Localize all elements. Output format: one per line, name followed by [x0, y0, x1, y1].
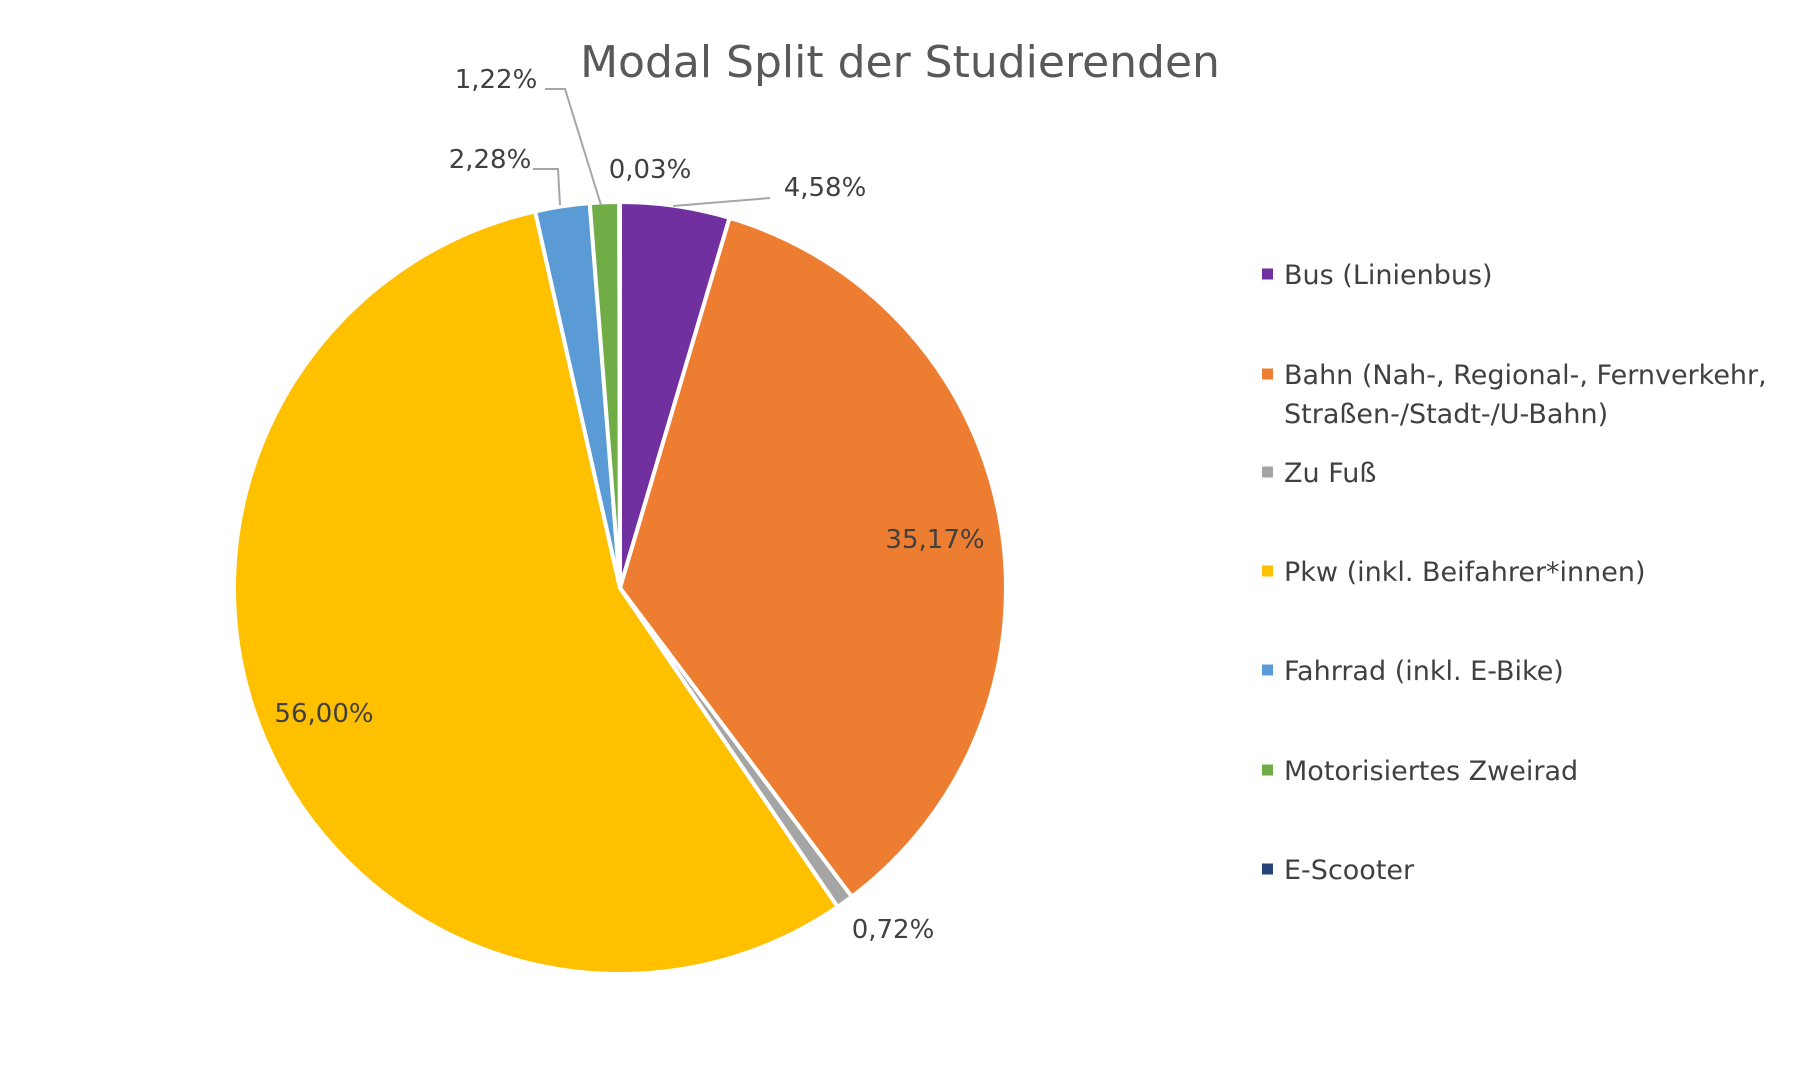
legend-item-e-scooter: E-Scooter — [1262, 855, 1415, 886]
legend-swatch — [1262, 664, 1273, 676]
data-label-pkw-inkl-beifahrer-innen: 56,00% — [274, 699, 373, 729]
leader-line-fahrrad-inkl-e-bike — [533, 168, 561, 206]
legend: Bus (Linienbus) Bahn (Nah-, Regional-, Fe… — [1262, 260, 1767, 886]
legend-swatch — [1262, 863, 1273, 875]
legend-label: Straßen-/Stadt-/U-Bahn) — [1284, 399, 1608, 430]
pie-slices — [232, 200, 1008, 976]
legend-item-zu-fu: Zu Fuß — [1262, 458, 1376, 489]
leader-line-bus-linienbus — [672, 197, 771, 207]
data-labels: 4,58% 35,17% 0,72% 56,00% 2,28% 1,22% 0,03% — [274, 65, 984, 945]
legend-label: Fahrrad (inkl. E-Bike) — [1284, 656, 1564, 687]
legend-label: Zu Fuß — [1284, 458, 1376, 489]
data-label-motorisiertes-zweirad: 1,22% — [455, 65, 538, 95]
legend-item-pkw-inkl-beifahrer-innen: Pkw (inkl. Beifahrer*innen) — [1262, 557, 1646, 588]
legend-label: Bus (Linienbus) — [1284, 260, 1493, 291]
legend-swatch — [1262, 764, 1273, 776]
pie-slice-bahn-nah-regional-fernverkehr-stra-en-stadt-u-bahn — [618, 215, 1008, 899]
data-label-bahn-nah-regional-fernverkehr-stra-en-stadt-u-bahn: 35,17% — [885, 525, 984, 555]
pie-slice-pkw-inkl-beifahrer-innen — [232, 209, 840, 976]
legend-label: Pkw (inkl. Beifahrer*innen) — [1284, 557, 1646, 588]
legend-swatch — [1262, 565, 1273, 577]
legend-item-bahn-nah-regional-fernverkehr-stra-en-stadt-u-bahn: Bahn (Nah-, Regional-, Fernverkehr, Straß… — [1262, 360, 1767, 430]
legend-label: E-Scooter — [1284, 855, 1415, 886]
legend-item-motorisiertes-zweirad: Motorisiertes Zweirad — [1262, 756, 1578, 787]
data-label-zu-fu: 0,72% — [852, 915, 935, 945]
legend-label: Bahn (Nah-, Regional-, Fernverkehr, — [1284, 360, 1767, 391]
data-label-e-scooter: 0,03% — [609, 155, 692, 185]
chart-title: Modal Split der Studierenden — [580, 37, 1220, 88]
legend-item-bus-linienbus: Bus (Linienbus) — [1262, 260, 1493, 291]
data-label-bus-linienbus: 4,58% — [784, 173, 867, 203]
legend-swatch — [1262, 268, 1273, 280]
legend-label: Motorisiertes Zweirad — [1284, 756, 1578, 787]
legend-item-fahrrad-inkl-e-bike: Fahrrad (inkl. E-Bike) — [1262, 656, 1564, 687]
pie-slice-e-scooter — [617, 200, 622, 590]
legend-swatch — [1262, 368, 1273, 380]
legend-swatch — [1262, 466, 1273, 478]
data-label-fahrrad-inkl-e-bike: 2,28% — [449, 145, 532, 175]
leader-line-motorisiertes-zweirad — [545, 88, 602, 206]
leader-lines — [533, 88, 771, 207]
